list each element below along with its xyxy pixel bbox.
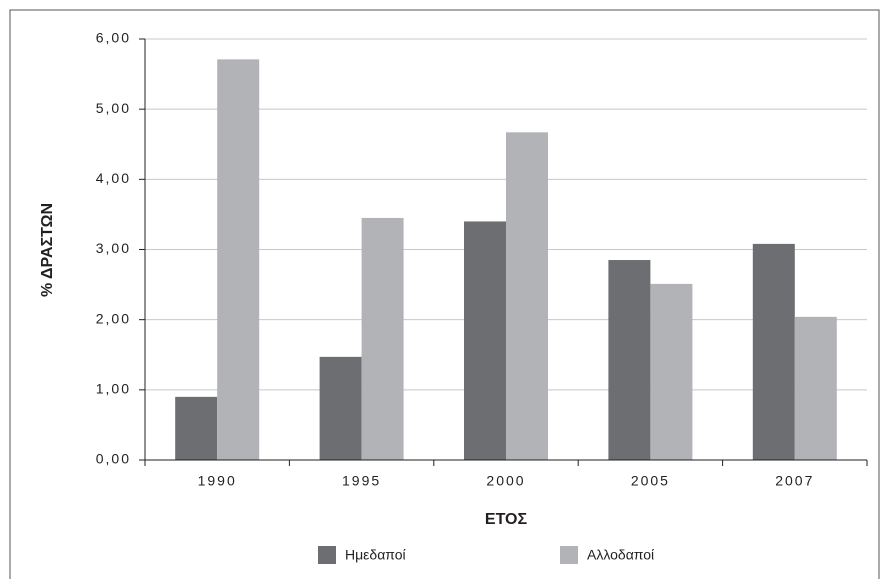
bar [175, 396, 218, 460]
legend-label: Ημεδαποί [345, 547, 406, 563]
bar [608, 260, 651, 460]
bar [217, 59, 260, 461]
bar [650, 283, 693, 460]
x-tick-label: 2005 [631, 473, 670, 489]
y-tick-label: 4,00 [96, 170, 131, 186]
bar [319, 356, 362, 460]
bar [506, 132, 548, 461]
y-tick-label: 0,00 [96, 451, 131, 467]
legend-label: Αλλοδαποί [587, 547, 654, 563]
x-tick-label: 1990 [198, 473, 237, 489]
x-axis-label: ΕΤΟΣ [485, 511, 528, 528]
bar [794, 316, 837, 460]
x-tick-label: 1995 [342, 473, 381, 489]
y-tick-label: 5,00 [96, 100, 131, 116]
y-tick-label: 3,00 [96, 240, 131, 256]
y-tick-label: 2,00 [96, 310, 131, 326]
x-tick-label: 2007 [775, 473, 814, 489]
frame [9, 9, 880, 579]
legend-swatch [318, 546, 336, 564]
y-tick-label: 1,00 [96, 381, 131, 397]
bar [361, 217, 404, 460]
y-tick-label: 6,00 [96, 30, 131, 46]
y-axis-label: % ΔΡΑΣΤΩΝ [39, 203, 56, 297]
bar [752, 243, 795, 460]
x-tick-label: 2000 [486, 473, 525, 489]
legend-swatch [560, 546, 578, 564]
bar [464, 221, 506, 460]
